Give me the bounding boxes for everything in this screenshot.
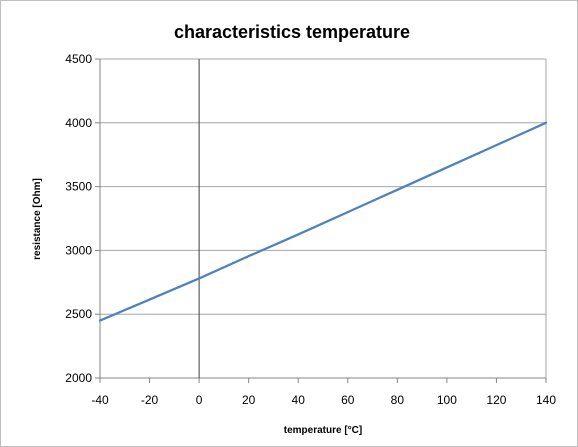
series-layer (98, 121, 548, 322)
y-tick-label: 3500 (65, 180, 92, 194)
x-tick-label: 120 (486, 393, 506, 407)
y-tick-label: 2500 (65, 307, 92, 321)
x-tick-label: 0 (196, 393, 203, 407)
x-tick-label: -20 (141, 393, 159, 407)
x-tick-label: 100 (437, 393, 457, 407)
x-axis-label: temperature [°C] (284, 425, 362, 436)
y-axis-label: resistance [Ohm] (32, 178, 43, 260)
x-tick-label: 40 (292, 393, 306, 407)
chart-title: characteristics temperature (174, 22, 410, 42)
tick-labels: 2000 2500 3000 3500 4000 4500 -40 -20 0 20 40 60 80 1… (65, 52, 556, 407)
y-tick-label: 4500 (65, 52, 92, 66)
y-tick-label: 3000 (65, 243, 92, 257)
y-tick-label: 2000 (65, 371, 92, 385)
x-tick-label: 20 (242, 393, 256, 407)
series-line (98, 121, 548, 322)
grid-layer (100, 58, 547, 378)
axis-layer (95, 58, 547, 383)
x-tick-label: -40 (91, 393, 109, 407)
x-tick-label: 140 (536, 393, 556, 407)
x-tick-label: 60 (341, 393, 355, 407)
y-tick-label: 4000 (65, 116, 92, 130)
x-tick-label: 80 (391, 393, 405, 407)
